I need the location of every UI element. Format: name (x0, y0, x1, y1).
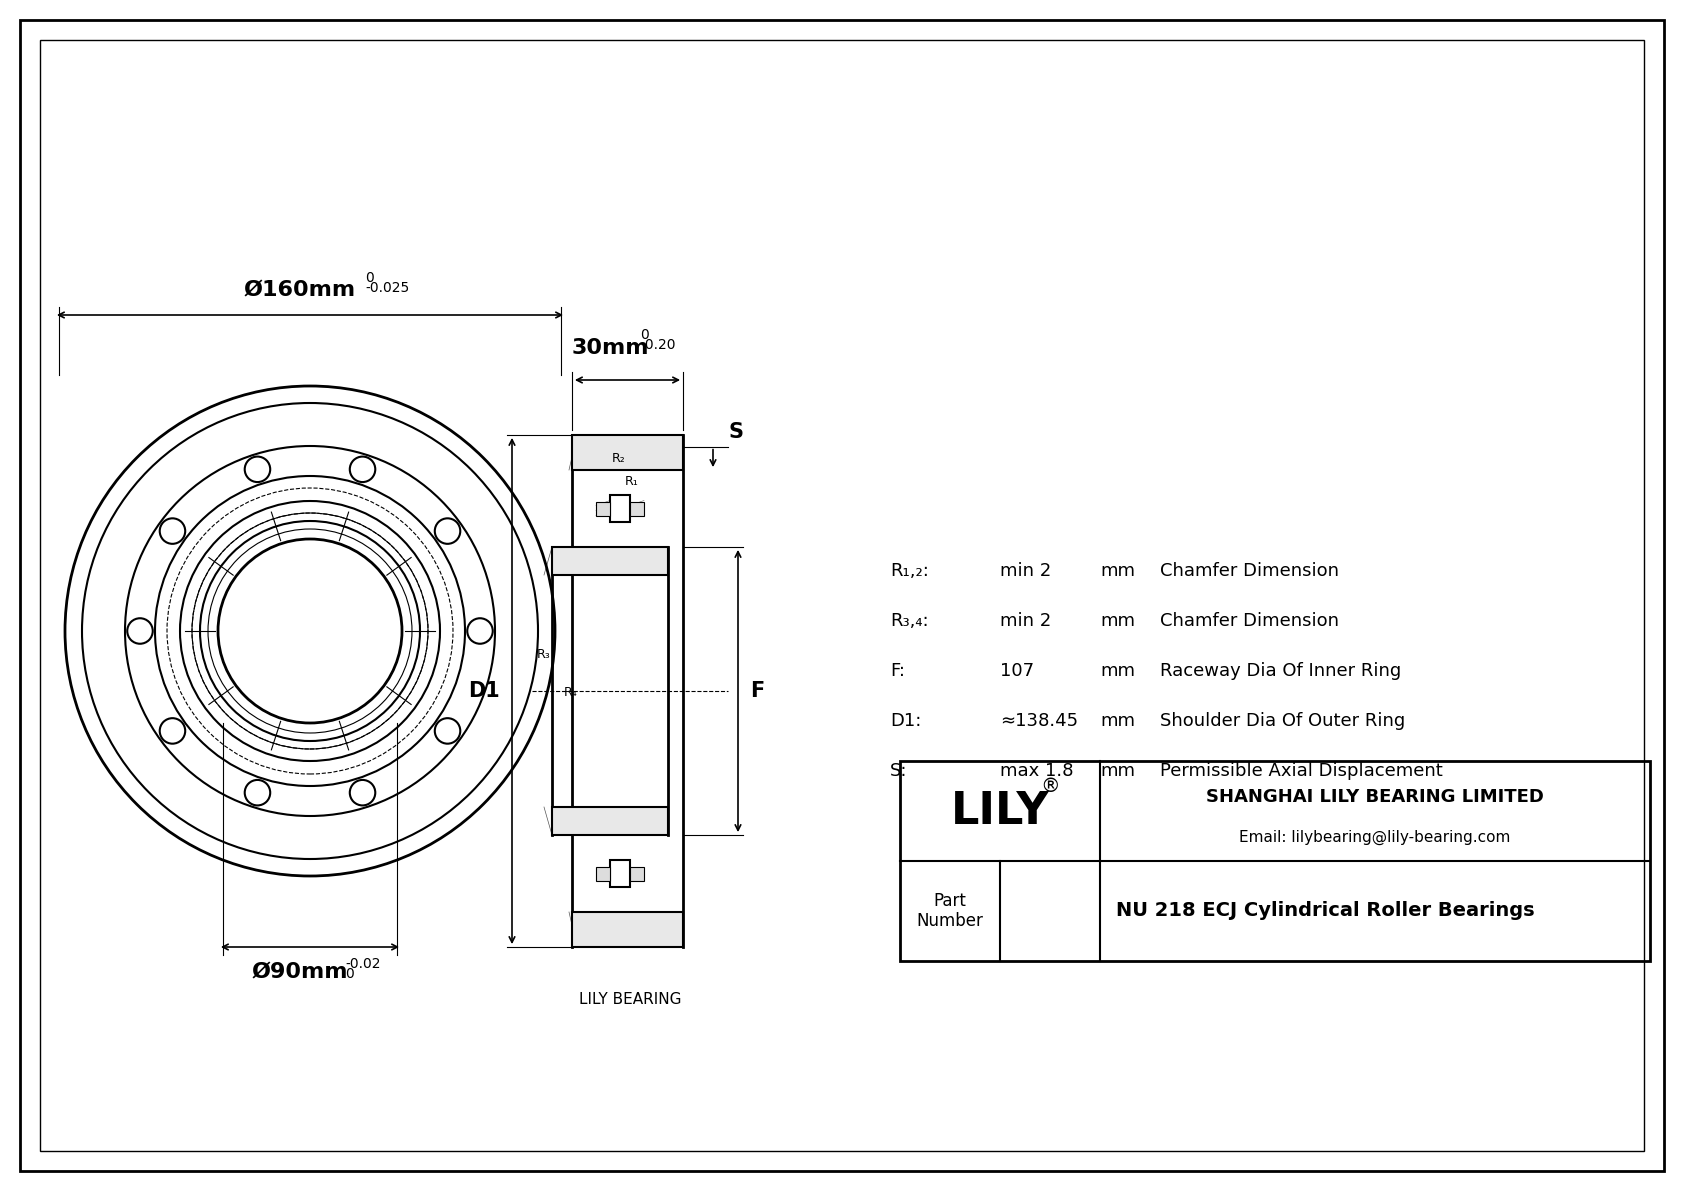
Text: R₃,₄:: R₃,₄: (891, 612, 928, 630)
Text: 107: 107 (1000, 662, 1034, 680)
Text: 0: 0 (365, 272, 374, 285)
Text: mm: mm (1100, 712, 1135, 730)
Text: Email: lilybearing@lily-bearing.com: Email: lilybearing@lily-bearing.com (1239, 829, 1511, 844)
Text: S:: S: (891, 762, 908, 780)
Bar (596, 501, 610, 516)
Text: R₁,₂:: R₁,₂: (891, 562, 930, 580)
Text: Permissible Axial Displacement: Permissible Axial Displacement (1160, 762, 1443, 780)
Polygon shape (573, 435, 684, 470)
Text: R₃: R₃ (536, 648, 551, 661)
Bar (610, 495, 630, 522)
Text: 0: 0 (640, 328, 648, 342)
Text: Ø90mm: Ø90mm (251, 962, 349, 983)
Text: ≈138.45: ≈138.45 (1000, 712, 1078, 730)
Text: min 2: min 2 (1000, 562, 1051, 580)
Text: Ø160mm: Ø160mm (244, 280, 355, 300)
Text: 30mm: 30mm (571, 338, 648, 358)
Text: mm: mm (1100, 612, 1135, 630)
Text: R₂: R₂ (611, 453, 626, 464)
Text: LILY BEARING: LILY BEARING (579, 992, 682, 1008)
Text: D1:: D1: (891, 712, 921, 730)
Text: F: F (749, 681, 765, 701)
Text: 0: 0 (345, 967, 354, 981)
Bar (899, 761, 1650, 961)
Text: D1: D1 (468, 681, 500, 701)
Text: R₄: R₄ (564, 686, 578, 699)
Text: Chamfer Dimension: Chamfer Dimension (1160, 562, 1339, 580)
Text: Chamfer Dimension: Chamfer Dimension (1160, 612, 1339, 630)
Text: -0.025: -0.025 (365, 281, 409, 295)
Text: mm: mm (1100, 562, 1135, 580)
Text: NU 218 ECJ Cylindrical Roller Bearings: NU 218 ECJ Cylindrical Roller Bearings (1116, 902, 1534, 921)
Text: min 2: min 2 (1000, 612, 1051, 630)
Text: Shoulder Dia Of Outer Ring: Shoulder Dia Of Outer Ring (1160, 712, 1404, 730)
Text: mm: mm (1100, 662, 1135, 680)
Polygon shape (573, 912, 684, 947)
Text: mm: mm (1100, 762, 1135, 780)
Text: max 1.8: max 1.8 (1000, 762, 1073, 780)
Bar (596, 867, 610, 880)
Text: R₁: R₁ (625, 475, 638, 488)
Text: F:: F: (891, 662, 904, 680)
Text: Raceway Dia Of Inner Ring: Raceway Dia Of Inner Ring (1160, 662, 1401, 680)
Text: S: S (727, 422, 743, 442)
Text: ®: ® (1041, 777, 1059, 796)
Text: -0.02: -0.02 (345, 958, 381, 971)
Polygon shape (552, 807, 669, 835)
Bar (610, 860, 630, 887)
Text: -0.20: -0.20 (640, 338, 675, 353)
Text: SHANGHAI LILY BEARING LIMITED: SHANGHAI LILY BEARING LIMITED (1206, 788, 1544, 806)
Polygon shape (552, 547, 669, 575)
Bar (630, 501, 643, 516)
Text: Part
Number: Part Number (916, 892, 983, 930)
Bar (630, 867, 643, 880)
Text: LILY: LILY (951, 790, 1049, 833)
